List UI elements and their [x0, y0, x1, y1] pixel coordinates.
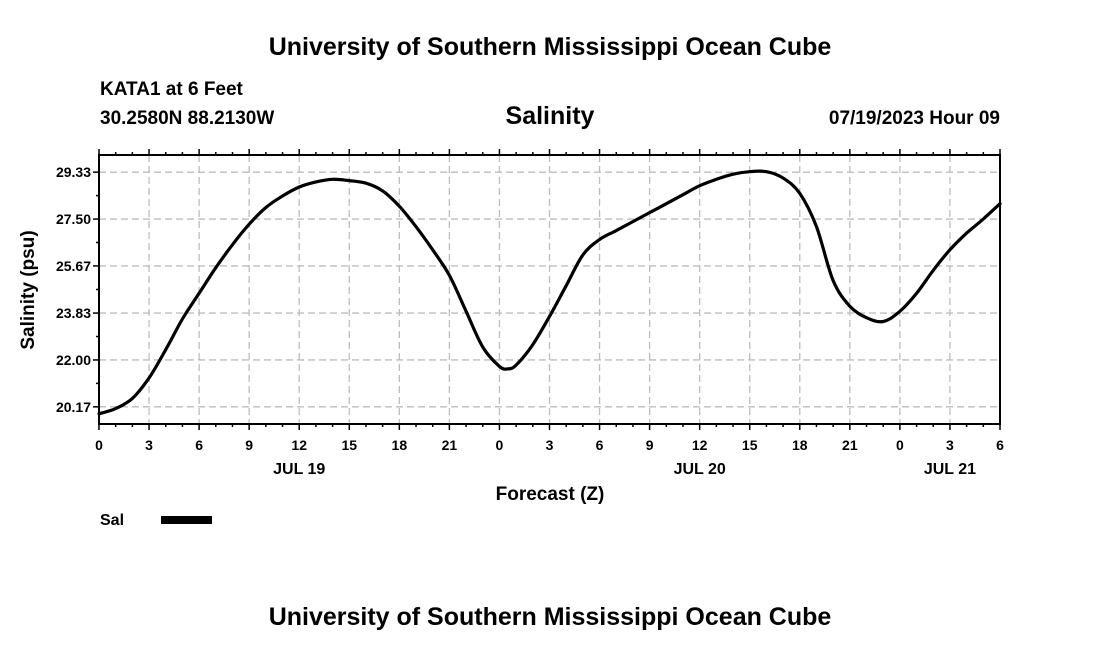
x-tick-label: 6 [996, 437, 1004, 453]
x-tick-label: 18 [792, 437, 808, 453]
x-day-label: JUL 21 [924, 461, 976, 478]
x-tick-label: 3 [546, 437, 554, 453]
y-tick-label: 20.17 [56, 399, 91, 415]
legend-swatch [161, 516, 212, 524]
forecast-datetime: 07/19/2023 Hour 09 [829, 108, 1000, 129]
x-tick-label: 12 [291, 437, 307, 453]
x-tick-label: 0 [95, 437, 103, 453]
station-coordinates: 30.2580N 88.2130W [100, 108, 274, 129]
y-tick-label: 29.33 [56, 164, 91, 180]
x-tick-label: 0 [496, 437, 504, 453]
y-axis-ticks: 20.17 22.00 23.83 25.67 27.50 29.33 [56, 164, 99, 415]
grid [99, 155, 1000, 424]
x-day-label: JUL 20 [674, 461, 726, 478]
x-tick-label: 9 [646, 437, 654, 453]
series-line-sal [97, 169, 1002, 416]
top-title: University of Southern Mississippi Ocean… [269, 33, 832, 61]
x-tick-label: 3 [946, 437, 954, 453]
x-tick-label: 9 [245, 437, 253, 453]
x-axis-label: Forecast (Z) [496, 484, 605, 505]
x-tick-label: 18 [392, 437, 408, 453]
y-tick-label: 22.00 [56, 352, 91, 368]
x-tick-label: 0 [896, 437, 904, 453]
x-tick-label: 6 [596, 437, 604, 453]
x-axis-day-labels: JUL 19 JUL 20 JUL 21 [273, 461, 976, 478]
x-tick-label: 21 [442, 437, 458, 453]
y-tick-label: 27.50 [56, 211, 91, 227]
plot-frame [98, 154, 1001, 425]
x-tick-label: 21 [842, 437, 858, 453]
chart-title: Salinity [506, 102, 595, 130]
x-tick-label: 6 [195, 437, 203, 453]
x-tick-label: 15 [742, 437, 758, 453]
y-tick-label: 23.83 [56, 305, 91, 321]
y-tick-label: 25.67 [56, 258, 91, 274]
x-day-label: JUL 19 [273, 461, 325, 478]
x-tick-label: 12 [692, 437, 708, 453]
station-label: KATA1 at 6 Feet [100, 79, 244, 100]
x-tick-label: 3 [145, 437, 153, 453]
x-tick-label: 15 [341, 437, 357, 453]
legend-label: Sal [100, 512, 124, 529]
bottom-title: University of Southern Mississippi Ocean… [269, 603, 832, 631]
y-axis-label: Salinity (psu) [18, 230, 39, 349]
